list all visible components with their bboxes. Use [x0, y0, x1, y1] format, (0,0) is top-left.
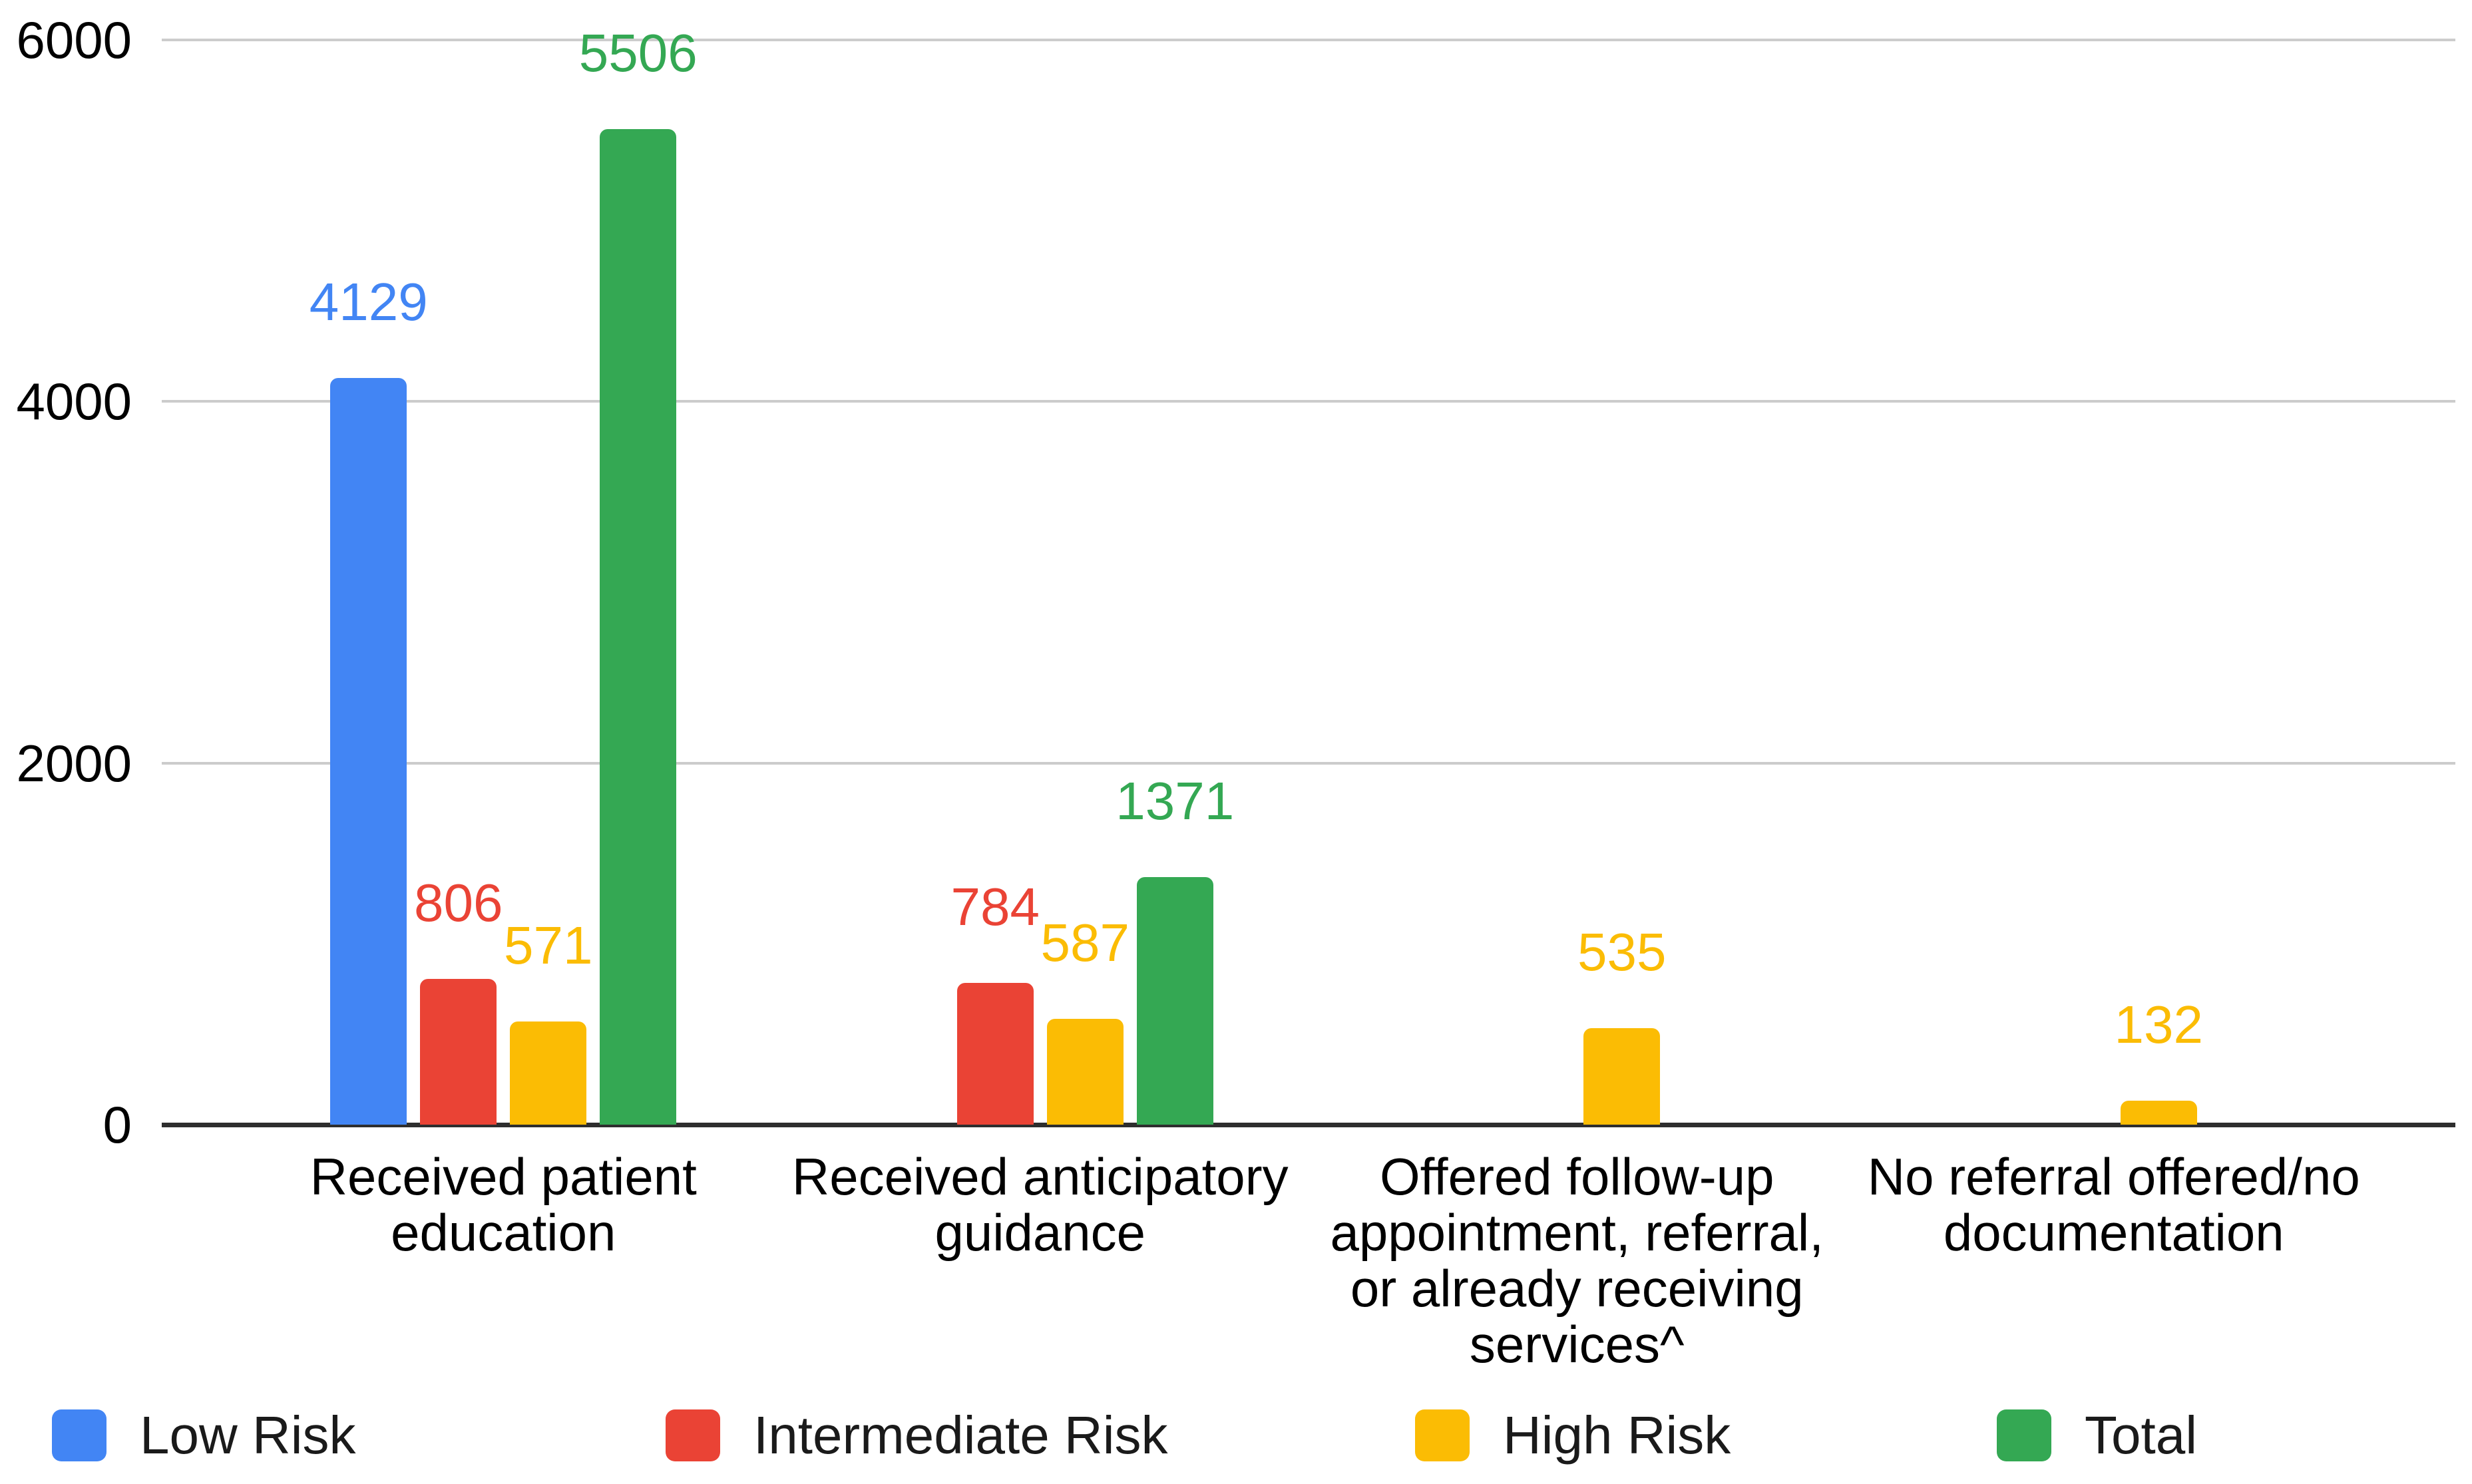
plot-area: 4129 806 571 5506 784 587 1371 535 132 0 2000 4000… [16, 14, 2455, 1151]
bar-total-cat1[interactable]: 5506 [579, 24, 698, 1125]
bar-high-risk-cat2[interactable]: 587 [1041, 913, 1130, 1125]
bar-value-label: 535 [1577, 922, 1667, 982]
bar-slot [2031, 40, 2107, 1125]
bar-high-risk-cat4[interactable]: 132 [2115, 996, 2203, 1125]
bar-intermediate-risk-cat1[interactable]: 806 [414, 874, 503, 1125]
legend-swatch-icon [52, 1409, 106, 1461]
bar-group-4: 132 [1846, 40, 2383, 1125]
bar-group-2: 784 587 1371 [772, 40, 1309, 1125]
bar-value-label: 4129 [309, 272, 428, 332]
y-tick-label-0: 0 [103, 1095, 132, 1154]
y-gridline-4000 [162, 400, 2455, 403]
bar-slot: 132 [2115, 40, 2203, 1125]
bar-value-label: 571 [504, 915, 593, 975]
bar-high-risk-cat3[interactable]: 535 [1577, 922, 1666, 1125]
bar-slot: 784 [951, 40, 1040, 1125]
y-tick-label-2000: 2000 [16, 733, 132, 793]
legend-item-high-risk[interactable]: High Risk [1415, 1409, 1731, 1462]
bar-value-label: 132 [2114, 995, 2203, 1055]
bar-slot: 806 [414, 40, 503, 1125]
category-label-text: Received patient education [309, 1147, 697, 1262]
bar-slot: 4129 [309, 40, 428, 1125]
bar-value-label: 587 [1040, 912, 1130, 972]
bar-value-label: 784 [950, 877, 1040, 937]
bar-total-cat2[interactable]: 1371 [1116, 771, 1234, 1125]
bar-slot [867, 40, 944, 1125]
bar-value-label: 806 [414, 873, 503, 933]
legend-item-low-risk[interactable]: Low Risk [52, 1409, 356, 1462]
bar-group-3: 535 [1309, 40, 1846, 1125]
bar-high-risk-cat1[interactable]: 571 [504, 916, 592, 1125]
bar-slot: 1371 [1116, 40, 1234, 1125]
bar-slot [1673, 40, 1750, 1125]
category-label-text: Offered follow-up appointment, referral,… [1330, 1147, 1824, 1374]
bar-slot: 587 [1041, 40, 1130, 1125]
legend-item-total[interactable]: Total [1997, 1409, 2197, 1462]
bar-slot [1494, 40, 1570, 1125]
bar-slot: 5506 [579, 24, 698, 1125]
legend-item-intermediate-risk[interactable]: Intermediate Risk [666, 1409, 1167, 1462]
legend-swatch-icon [1997, 1409, 2051, 1461]
legend-label: Total [2085, 1405, 2197, 1465]
category-label-text: No referral offered/no documentation [1867, 1147, 2360, 1262]
y-tick-label-4000: 4000 [16, 372, 132, 431]
category-label-4: No referral offered/no documentation [1846, 1149, 2383, 1372]
y-gridline-2000 [162, 761, 2455, 765]
x-axis-line [162, 1122, 2455, 1127]
legend-swatch-icon [666, 1409, 720, 1461]
bar-slot [1941, 40, 2017, 1125]
category-label-1: Received patient education [235, 1149, 772, 1372]
bar-group-1: 4129 806 571 5506 [235, 24, 772, 1125]
legend-label: Intermediate Risk [753, 1405, 1168, 1465]
legend: Low Risk Intermediate Risk High Risk Total [0, 1409, 2472, 1462]
bar-low-risk-cat1[interactable]: 4129 [309, 273, 428, 1125]
category-label-text: Received anticipatory guidance [791, 1147, 1289, 1262]
bar-slot: 535 [1577, 40, 1666, 1125]
bar-slot: 571 [504, 40, 592, 1125]
legend-swatch-icon [1415, 1409, 1470, 1461]
y-tick-label-6000: 6000 [16, 11, 132, 69]
bar-groups: 4129 806 571 5506 784 587 1371 535 132 [235, 24, 2383, 1125]
category-label-2: Received anticipatory guidance [772, 1149, 1309, 1372]
legend-label: High Risk [1503, 1405, 1731, 1465]
bar-intermediate-risk-cat2[interactable]: 784 [951, 878, 1040, 1125]
bar-value-label: 5506 [578, 23, 698, 83]
category-label-3: Offered follow-up appointment, referral,… [1309, 1149, 1846, 1372]
legend-label: Low Risk [140, 1405, 356, 1465]
bar-slot [1404, 40, 1480, 1125]
bar-slot [2210, 40, 2287, 1125]
y-gridline-6000 [162, 39, 2455, 41]
bar-value-label: 1371 [1116, 771, 1235, 831]
category-axis: Received patient education Received antic… [235, 1149, 2382, 1372]
